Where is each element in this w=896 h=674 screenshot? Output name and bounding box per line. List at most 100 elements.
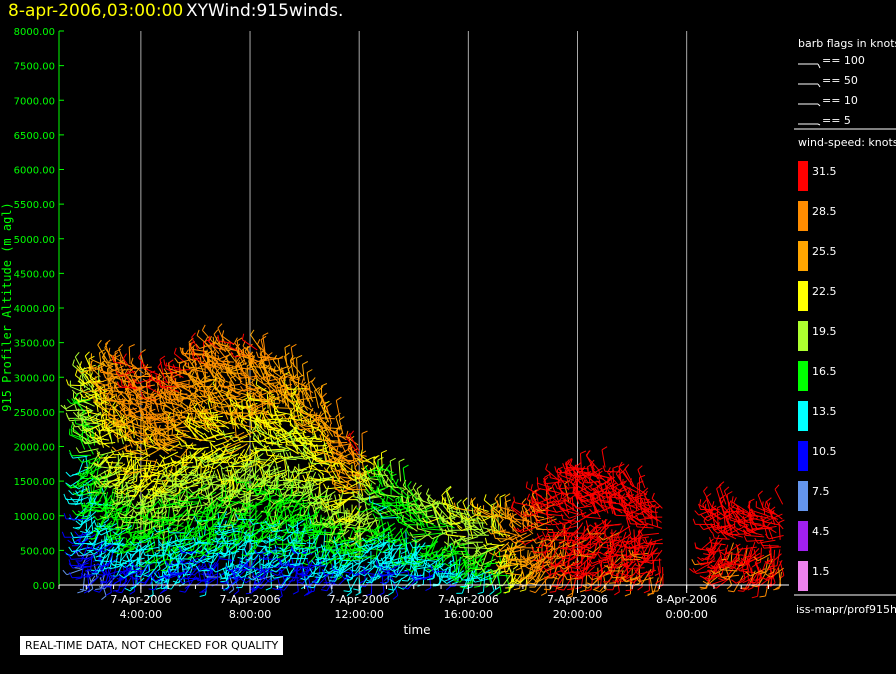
wind-barb-flag (122, 450, 125, 457)
wind-barb-flag (291, 545, 294, 552)
wind-barb-flag (129, 392, 132, 399)
wind-barb-flag (114, 402, 118, 409)
wind-barb-shaft (126, 450, 145, 456)
wind-barb-shaft (117, 525, 133, 536)
wind-barb-shaft (119, 537, 131, 554)
wind-barb-flag (72, 492, 79, 497)
wind-barb-shaft (235, 533, 238, 551)
wind-barb-shaft (311, 381, 322, 399)
wind-barb-flag (87, 531, 94, 536)
wind-barb-flag (103, 506, 110, 509)
wind-barb-flag (164, 487, 170, 492)
wind-profile-plot: 0.00500.001000.001500.002000.002500.0030… (0, 27, 789, 637)
wind-barb-flag (238, 544, 245, 548)
wind-barb-flag (144, 439, 147, 446)
wind-barb-flag (86, 460, 92, 465)
wind-barb-shaft (91, 436, 109, 441)
wind-barb-flag (257, 423, 259, 430)
wind-barb-shaft (104, 427, 122, 436)
wind-barb-flag (135, 547, 141, 552)
wind-barb-shaft (173, 465, 188, 477)
wind-barb-flag (180, 474, 186, 479)
wind-barb-shaft (163, 540, 178, 549)
wind-barb-shaft (159, 394, 162, 410)
wind-barb-flag (129, 494, 136, 498)
wind-barb-flag (314, 576, 321, 578)
wind-barb-shaft (188, 343, 191, 360)
wind-barb-shaft (181, 444, 197, 447)
wind-barb-shaft (186, 517, 194, 534)
wind-barb-flag (141, 536, 148, 538)
wind-barb-shaft (144, 426, 158, 435)
wind-barb-shaft (98, 500, 115, 507)
wind-barb-flag (84, 547, 91, 550)
wind-barb-flag (98, 586, 105, 590)
wind-barb-flag (234, 417, 237, 424)
wind-barb-shaft (216, 564, 219, 585)
wind-barb-flag (323, 483, 327, 490)
wind-barb-flag (85, 481, 91, 487)
wind-barb-shaft (415, 497, 433, 505)
wind-barb-flag (127, 489, 134, 493)
wind-barb-flag (148, 397, 154, 402)
wind-barb-flag (112, 589, 119, 592)
wind-barb-shaft (78, 380, 94, 394)
wind-barb-flag (99, 515, 105, 521)
wind-barb-flag (121, 367, 124, 374)
wind-barb-flag (177, 501, 182, 508)
wind-barb-shaft (144, 554, 165, 557)
wind-barb-shaft (103, 429, 120, 432)
wind-barb-shaft (129, 531, 140, 548)
wind-barb-shaft (212, 556, 221, 571)
wind-barb-flag (120, 490, 126, 495)
wind-barb-flag (163, 437, 166, 444)
wind-barb-shaft (187, 500, 193, 520)
wind-barb-shaft (88, 358, 91, 378)
wind-barb-shaft (108, 575, 112, 593)
wind-barb-flag (271, 572, 278, 576)
wind-barb-flag (360, 449, 363, 456)
wind-barb-shaft (173, 463, 188, 475)
wind-barb-flag (173, 391, 177, 398)
wind-barb-shaft (122, 358, 135, 375)
wind-barb-flag (212, 445, 219, 451)
wind-barb-shaft (97, 512, 114, 521)
wind-barb-flag (130, 435, 133, 442)
wind-barb-flag (221, 406, 223, 413)
wind-barb-flag (318, 386, 324, 391)
wind-barb-flag (76, 514, 83, 517)
wind-barb-flag (133, 535, 140, 538)
wind-barb-flag (78, 397, 80, 404)
wind-barb-shaft (112, 508, 119, 524)
wind-barb-flag (171, 378, 176, 384)
wind-barb-flag (167, 554, 174, 560)
wind-barb-flag (313, 411, 317, 418)
wind-barb-flag (427, 494, 430, 501)
wind-barb-flag (198, 384, 201, 391)
wind-barb-flag (289, 563, 296, 566)
wind-barb-flag (159, 394, 162, 401)
wind-barb-shaft (162, 532, 176, 540)
wind-barb-shaft (89, 377, 105, 392)
wind-barb-flag (76, 539, 83, 544)
wind-barb-shaft (143, 569, 156, 587)
wind-barb-shaft (163, 451, 179, 460)
wind-barb-flag (101, 595, 107, 600)
wind-barb-flag (336, 396, 342, 401)
wind-barb-flag (69, 514, 73, 520)
wind-barb-shaft (105, 395, 116, 414)
wind-barb-flag (377, 456, 384, 461)
wind-barb-flag (338, 529, 345, 531)
wind-barb-flag (173, 518, 180, 522)
wind-barb-flag (314, 454, 316, 461)
wind-barb-flag (277, 428, 280, 436)
wind-barb-shaft (308, 564, 328, 567)
wind-barb-flag (170, 375, 173, 382)
wind-barb-flag (150, 468, 157, 471)
wind-barb-shaft (91, 453, 105, 465)
wind-barb-flag (163, 491, 166, 498)
wind-barb-flag (84, 572, 90, 578)
wind-barb-shaft (170, 542, 186, 547)
wind-barb-shaft (125, 439, 145, 445)
wind-barb-shaft (169, 371, 186, 379)
